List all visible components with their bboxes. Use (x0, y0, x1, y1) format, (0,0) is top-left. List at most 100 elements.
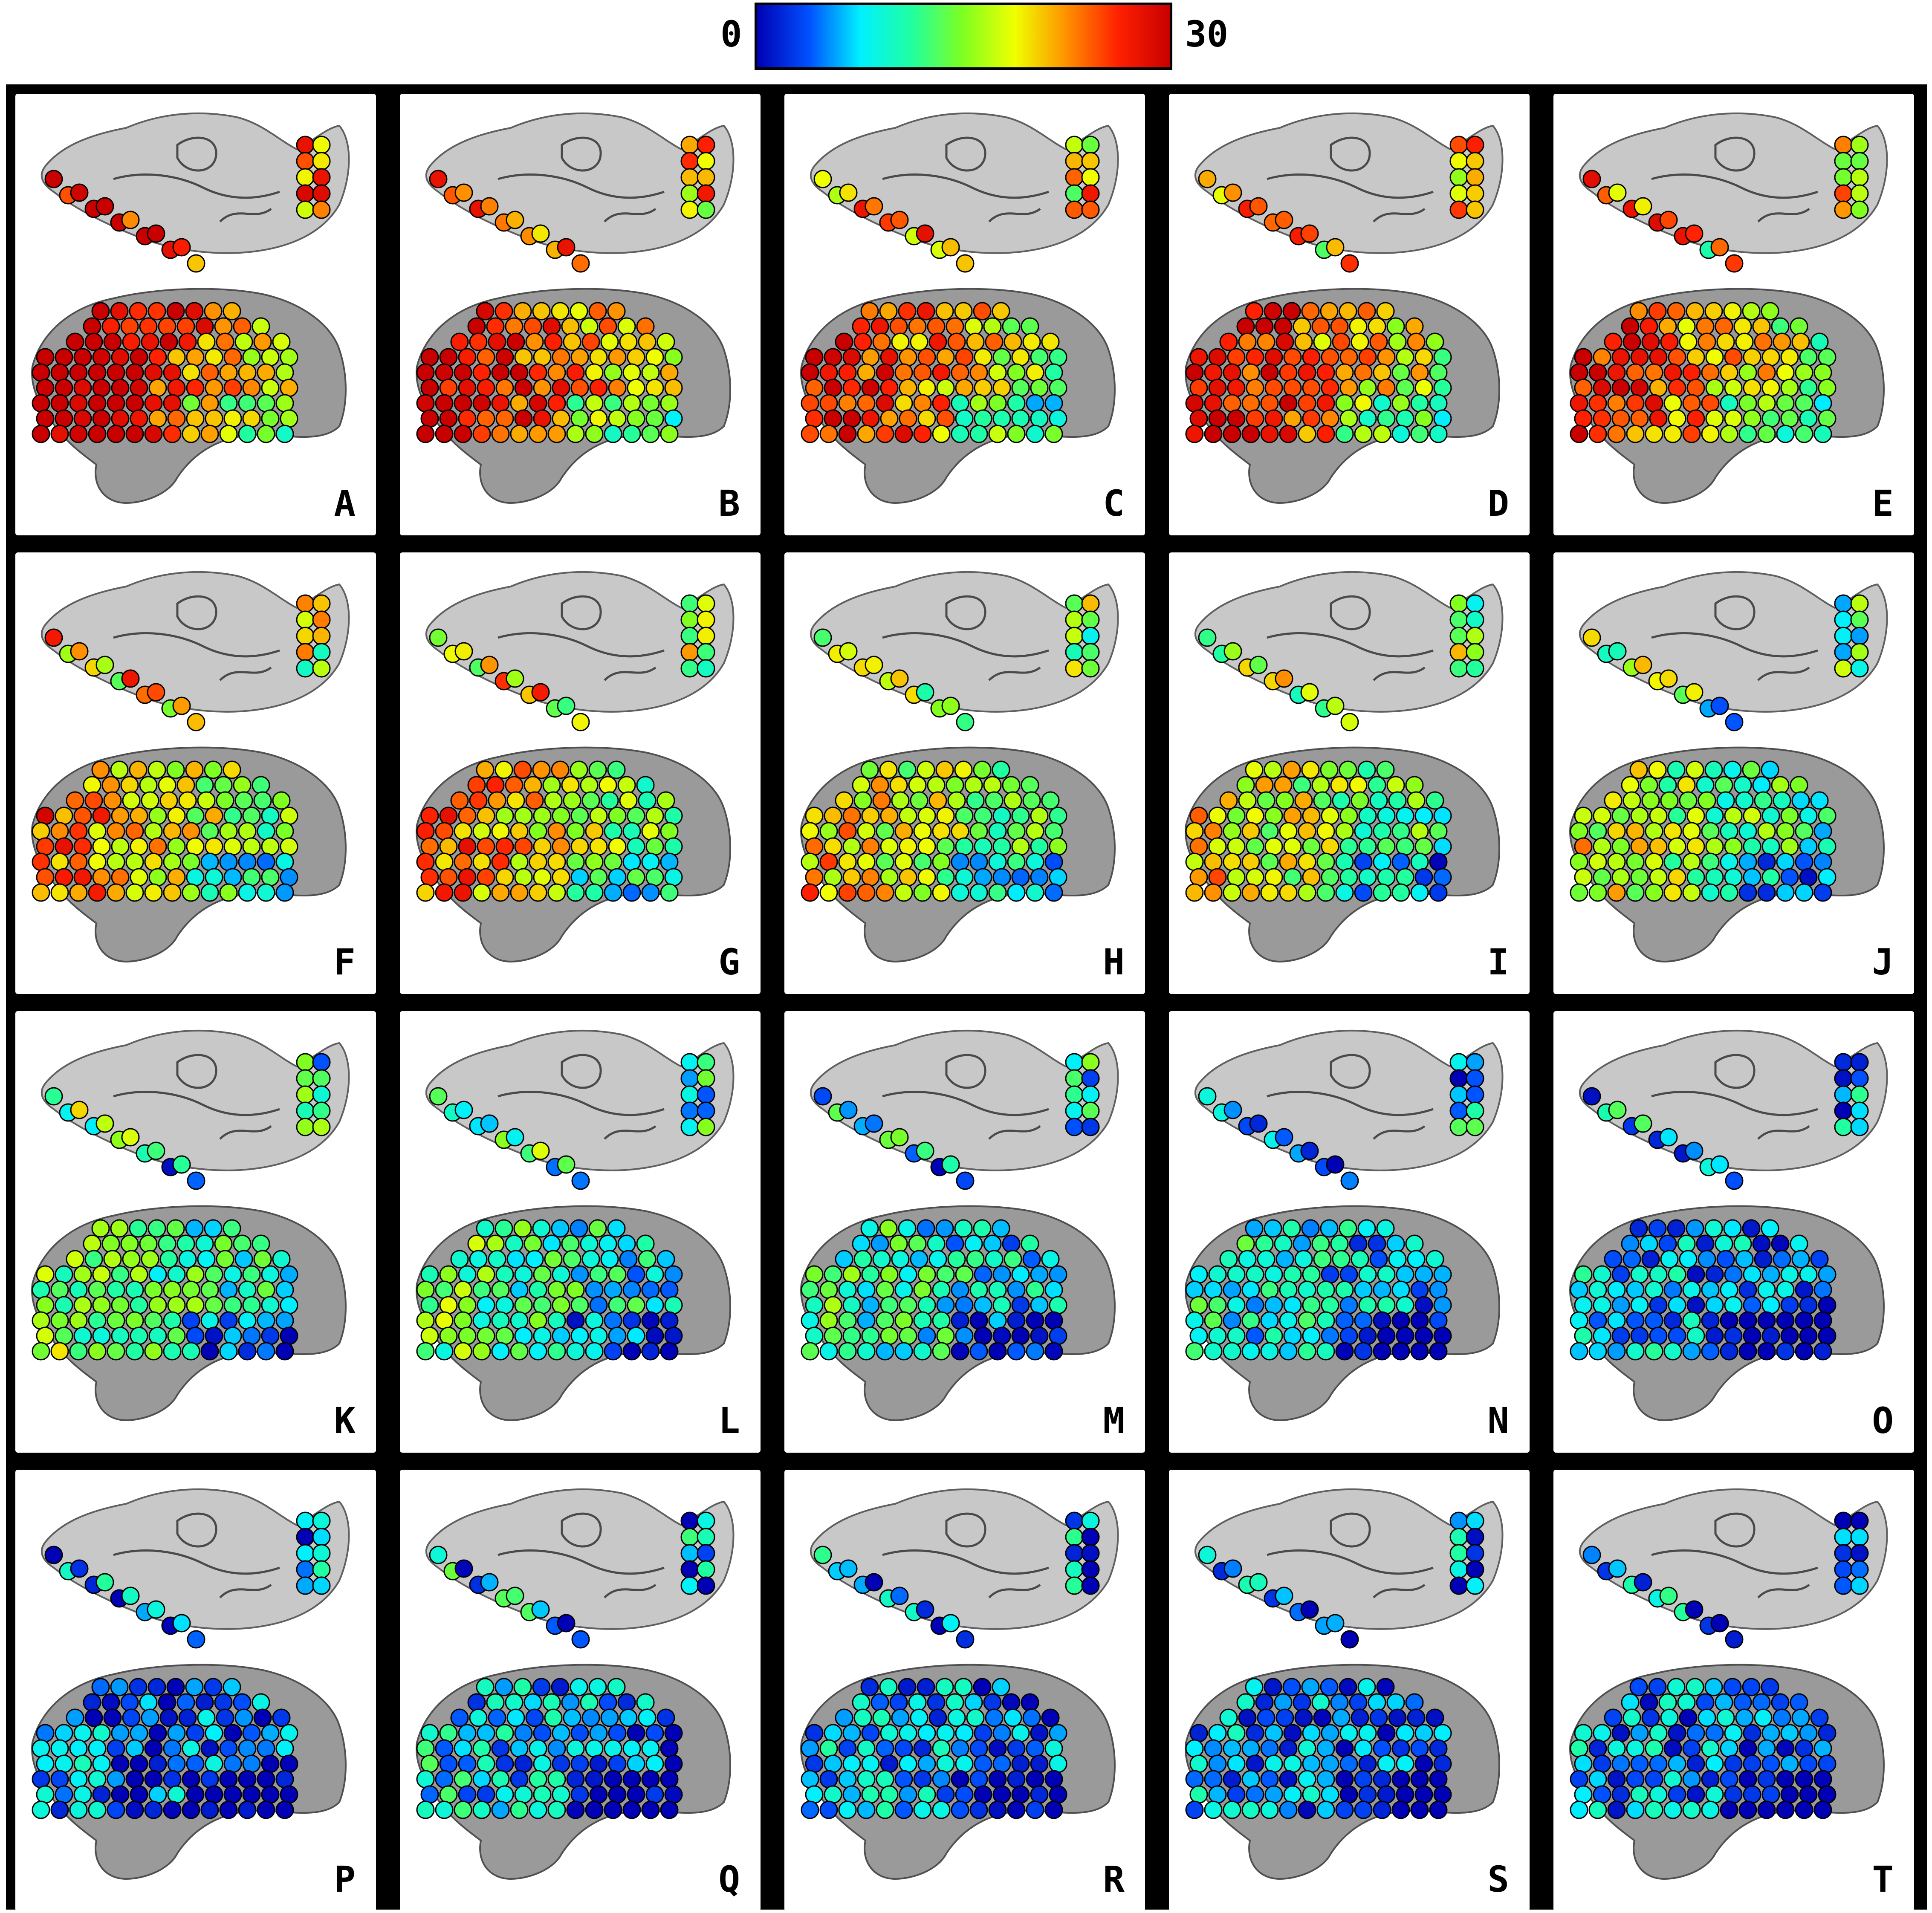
medial-electrode (1081, 1560, 1100, 1579)
panel-letter: P (334, 1858, 356, 1900)
lateral-electrode (1818, 1724, 1837, 1743)
lateral-electrode (205, 837, 223, 856)
lateral-electrode (819, 1739, 838, 1758)
lateral-electrode (1238, 332, 1257, 351)
brain-panel-r: R (784, 1470, 1145, 1911)
medial-sulci (1651, 136, 1818, 223)
lateral-electrode (1357, 302, 1376, 321)
lateral-electrode (860, 1678, 879, 1696)
medial-electrode (454, 1101, 473, 1119)
lateral-electrode (566, 1311, 585, 1330)
medial-electrode (1326, 1614, 1345, 1633)
lateral-electrode (608, 1724, 627, 1743)
lateral-electrode (1396, 348, 1414, 367)
lateral-electrode (1715, 1693, 1733, 1712)
lateral-electrode (107, 822, 125, 841)
lateral-electrode (1264, 806, 1283, 825)
lateral-electrode (1022, 332, 1041, 351)
lateral-electrode (1223, 852, 1241, 871)
lateral-electrode (454, 394, 472, 413)
lateral-electrode (1208, 1785, 1227, 1804)
lateral-electrode (1354, 394, 1373, 413)
lateral-electrode (1648, 760, 1667, 779)
medial-electrode (1466, 1560, 1484, 1579)
lateral-electrode (103, 1250, 122, 1269)
lateral-electrode (1208, 1265, 1227, 1284)
lateral-electrode (1698, 1708, 1716, 1727)
medial-electrode (1850, 136, 1869, 154)
lateral-electrode (529, 1342, 547, 1361)
lateral-electrode (1368, 1693, 1386, 1712)
lateral-electrode (1682, 1311, 1701, 1330)
lateral-electrode (1373, 394, 1391, 413)
lateral-electrode (1705, 1326, 1724, 1345)
lateral-electrode (857, 1311, 876, 1330)
lateral-electrode (163, 425, 182, 443)
lateral-electrode (1264, 1326, 1283, 1345)
medial-electrode (956, 1630, 975, 1649)
medial-electrode (429, 170, 448, 188)
brain-figure (416, 112, 735, 504)
lateral-electrode (899, 409, 917, 428)
lateral-electrode (167, 379, 186, 397)
lateral-electrode (491, 363, 510, 382)
lateral-electrode (872, 332, 891, 351)
lateral-electrode (1663, 1342, 1682, 1361)
lateral-electrode (1720, 1311, 1738, 1330)
medial-electrode (1275, 669, 1293, 688)
medial-electrode (1850, 1085, 1869, 1104)
lateral-electrode (552, 868, 570, 887)
lateral-electrode (880, 348, 899, 367)
lateral-electrode (1227, 837, 1246, 856)
lateral-electrode (1264, 379, 1283, 397)
lateral-electrode (533, 1785, 552, 1804)
lateral-electrode (110, 1678, 129, 1696)
lateral-electrode (936, 409, 955, 428)
lateral-electrode (1791, 791, 1810, 810)
medial-electrode (1065, 1053, 1084, 1072)
medial-electrode (1275, 211, 1293, 229)
lateral-electrode (927, 317, 946, 336)
lateral-electrode (435, 363, 454, 382)
lateral-electrode (435, 883, 454, 902)
lateral-electrode (1275, 1250, 1294, 1269)
medial-electrode (1659, 1586, 1678, 1605)
lateral-electrode (1311, 1693, 1330, 1712)
medial-electrode (680, 643, 699, 662)
lateral-electrode (1189, 1754, 1208, 1773)
medial-electrode (1834, 643, 1853, 662)
lateral-electrode (824, 1296, 842, 1315)
lateral-electrode (552, 1724, 570, 1743)
lateral-electrode (889, 776, 908, 795)
lateral-electrode (1705, 1785, 1724, 1804)
lateral-electrode (917, 1724, 936, 1743)
lateral-electrode (1391, 1800, 1410, 1819)
lateral-electrode (1696, 776, 1715, 795)
lateral-electrode (1738, 394, 1757, 413)
medial-electrode (1449, 1085, 1468, 1104)
lateral-electrode (1227, 1754, 1246, 1773)
lateral-electrode (125, 1800, 144, 1819)
lateral-electrode (1641, 332, 1660, 351)
lateral-electrode (1204, 822, 1223, 841)
medial-electrode (697, 1053, 715, 1072)
lateral-electrode (1626, 852, 1645, 871)
lateral-electrode (139, 1234, 158, 1253)
lateral-electrode (214, 776, 233, 795)
lateral-electrode (472, 1311, 491, 1330)
lateral-electrode (1795, 822, 1813, 841)
lateral-electrode (842, 868, 861, 887)
lateral-electrode (420, 806, 439, 825)
lateral-electrode (69, 852, 88, 871)
lateral-electrode (1649, 1296, 1668, 1315)
lateral-electrode (1649, 1265, 1668, 1284)
lateral-electrode (525, 1250, 544, 1269)
lateral-electrode (842, 1296, 861, 1315)
lateral-electrode (857, 1280, 876, 1299)
lateral-electrode (1407, 1250, 1426, 1269)
lateral-electrode (103, 332, 122, 351)
lateral-electrode (1696, 317, 1715, 336)
lateral-electrode (1773, 1250, 1791, 1269)
medial-electrode (1659, 1128, 1678, 1147)
lateral-electrode (1368, 1234, 1386, 1253)
